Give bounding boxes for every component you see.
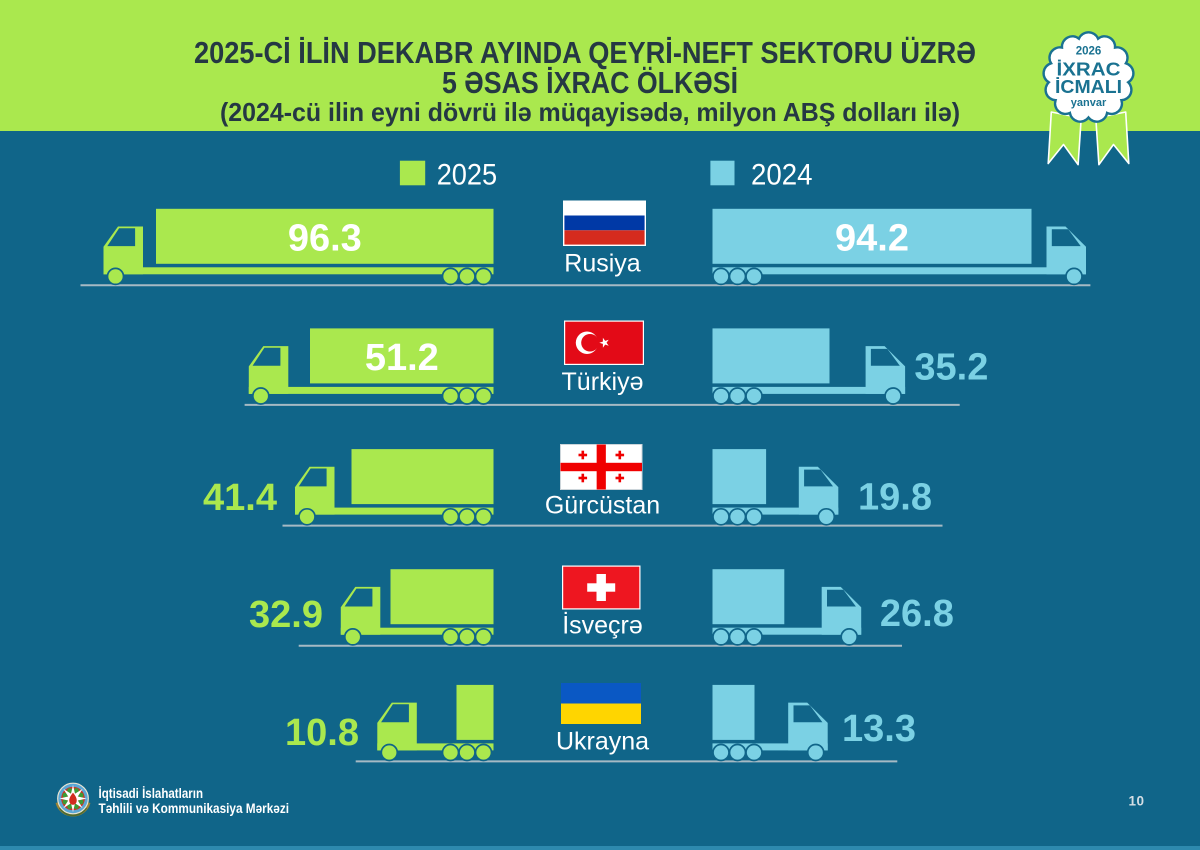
svg-text:(2024-cü ilin eyni dövrü ilə m: (2024-cü ilin eyni dövrü ilə müqayisədə,… xyxy=(220,97,960,127)
svg-text:2025-Cİ İLİN DEKABR AYINDA QEY: 2025-Cİ İLİN DEKABR AYINDA QEYRİ-NEFT SE… xyxy=(194,35,976,70)
svg-text:35.2: 35.2 xyxy=(914,347,988,389)
svg-text:İsveçrə: İsveçrə xyxy=(562,611,643,640)
svg-text:26.8: 26.8 xyxy=(880,593,954,635)
svg-text:İXRAC: İXRAC xyxy=(1057,58,1121,79)
svg-text:Təhlili və Kommunikasiya Mərkə: Təhlili və Kommunikasiya Mərkəzi xyxy=(99,800,290,816)
svg-text:2024: 2024 xyxy=(751,159,813,192)
svg-text:İqtisadi İslahatların: İqtisadi İslahatların xyxy=(99,785,204,801)
svg-text:32.9: 32.9 xyxy=(249,594,323,636)
svg-text:51.2: 51.2 xyxy=(365,337,439,379)
svg-text:41.4: 41.4 xyxy=(203,477,277,519)
svg-text:10: 10 xyxy=(1128,794,1144,809)
svg-text:2026: 2026 xyxy=(1076,45,1102,57)
svg-text:Gürcüstan: Gürcüstan xyxy=(545,492,660,520)
svg-text:Rusiya: Rusiya xyxy=(564,250,641,278)
svg-text:Türkiyə: Türkiyə xyxy=(562,368,644,396)
svg-text:10.8: 10.8 xyxy=(285,712,359,754)
svg-text:96.3: 96.3 xyxy=(288,217,362,259)
svg-text:5 ƏSAS İXRAC ÖLKƏSİ: 5 ƏSAS İXRAC ÖLKƏSİ xyxy=(442,65,738,100)
svg-text:İCMALI: İCMALI xyxy=(1055,76,1122,97)
svg-text:yanvar: yanvar xyxy=(1071,97,1107,109)
svg-text:Ukrayna: Ukrayna xyxy=(556,728,649,756)
svg-text:19.8: 19.8 xyxy=(858,477,932,519)
svg-text:13.3: 13.3 xyxy=(842,708,916,750)
svg-text:94.2: 94.2 xyxy=(835,217,909,259)
svg-text:2025: 2025 xyxy=(437,159,498,192)
